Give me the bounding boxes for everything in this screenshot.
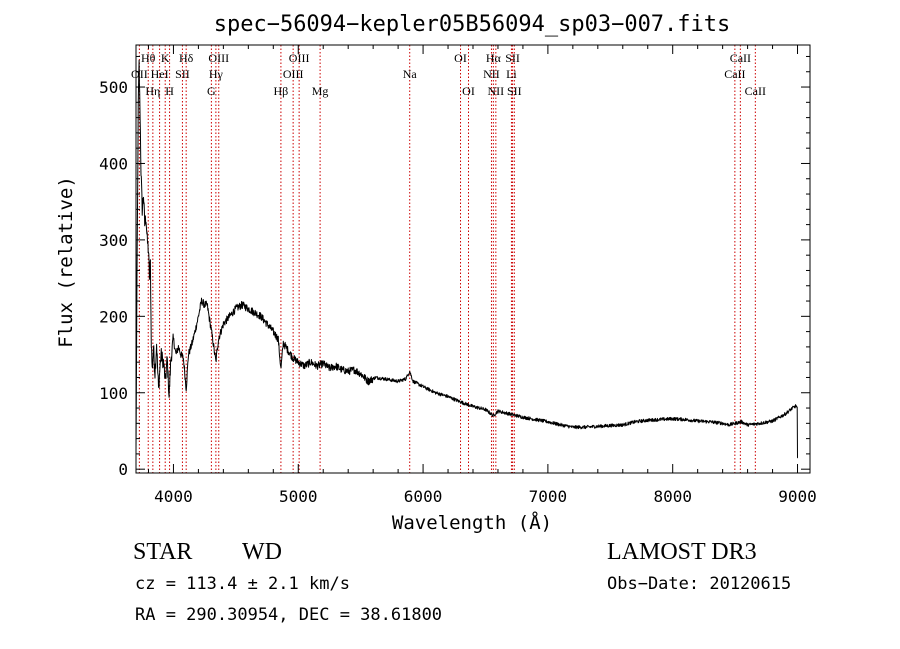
line-label: OI	[454, 51, 467, 65]
x-tick-label: 5000	[279, 487, 318, 506]
line-label: OIII	[283, 67, 304, 81]
x-tick-label: 9000	[778, 487, 817, 506]
chart-title: spec−56094−kepler05B56094_sp03−007.fits	[214, 12, 731, 37]
y-axis-ticks: 0 100 200 300 400 500	[99, 55, 810, 479]
line-label: OI	[462, 84, 475, 98]
y-tick-label: 0	[118, 460, 128, 479]
x-tick-label: 4000	[154, 487, 193, 506]
y-axis-label: Flux (relative)	[55, 176, 77, 348]
y-tick-label: 500	[99, 78, 128, 97]
line-label: H	[165, 84, 174, 98]
line-label: HeI	[151, 67, 169, 81]
object-class: STAR	[133, 539, 192, 565]
line-label: CaII	[745, 84, 766, 98]
line-label: OIII	[208, 51, 229, 65]
x-axis-ticks: 4000 5000 6000 7000 8000 9000	[147, 45, 817, 506]
line-label: Hβ	[274, 84, 289, 98]
line-label: NII	[488, 84, 505, 98]
y-tick-label: 200	[99, 307, 128, 326]
line-label: Hδ	[179, 51, 194, 65]
line-label: Na	[403, 67, 418, 81]
y-tick-label: 400	[99, 154, 128, 173]
line-label: OIII	[289, 51, 310, 65]
line-label: Hα	[486, 51, 502, 65]
line-label: SII	[505, 51, 520, 65]
x-tick-label: 7000	[529, 487, 568, 506]
line-label: Hη	[145, 84, 160, 98]
y-tick-label: 300	[99, 231, 128, 250]
line-label: CaII	[730, 51, 751, 65]
object-subclass: WD	[242, 539, 282, 565]
line-label: Li	[506, 67, 517, 81]
y-tick-label: 100	[99, 384, 128, 403]
line-label: K	[161, 51, 170, 65]
x-tick-label: 8000	[653, 487, 692, 506]
obs-date: Obs−Date: 20120615	[607, 574, 791, 594]
line-label: CaII	[724, 67, 745, 81]
x-tick-label: 6000	[404, 487, 443, 506]
coordinates-text: RA = 290.30954, DEC = 38.61800	[135, 605, 442, 625]
line-label-group: OIIHθHηHeIKHSIIHδGHγOIIIHβOIIIOIIIMgNaOI…	[131, 51, 766, 98]
spectrum-line	[135, 59, 798, 459]
line-label: Mg	[312, 84, 329, 98]
line-label: NII	[483, 67, 500, 81]
line-label: SII	[175, 67, 190, 81]
x-axis-label: Wavelength (Å)	[392, 511, 552, 534]
line-label: Hθ	[141, 51, 156, 65]
survey-name: LAMOST DR3	[607, 539, 757, 565]
line-marker-group	[138, 45, 756, 473]
line-label: SII	[507, 84, 522, 98]
redshift-text: cz = 113.4 ± 2.1 km/s	[135, 574, 350, 594]
line-label: G	[207, 84, 216, 98]
line-label: Hγ	[209, 67, 224, 81]
